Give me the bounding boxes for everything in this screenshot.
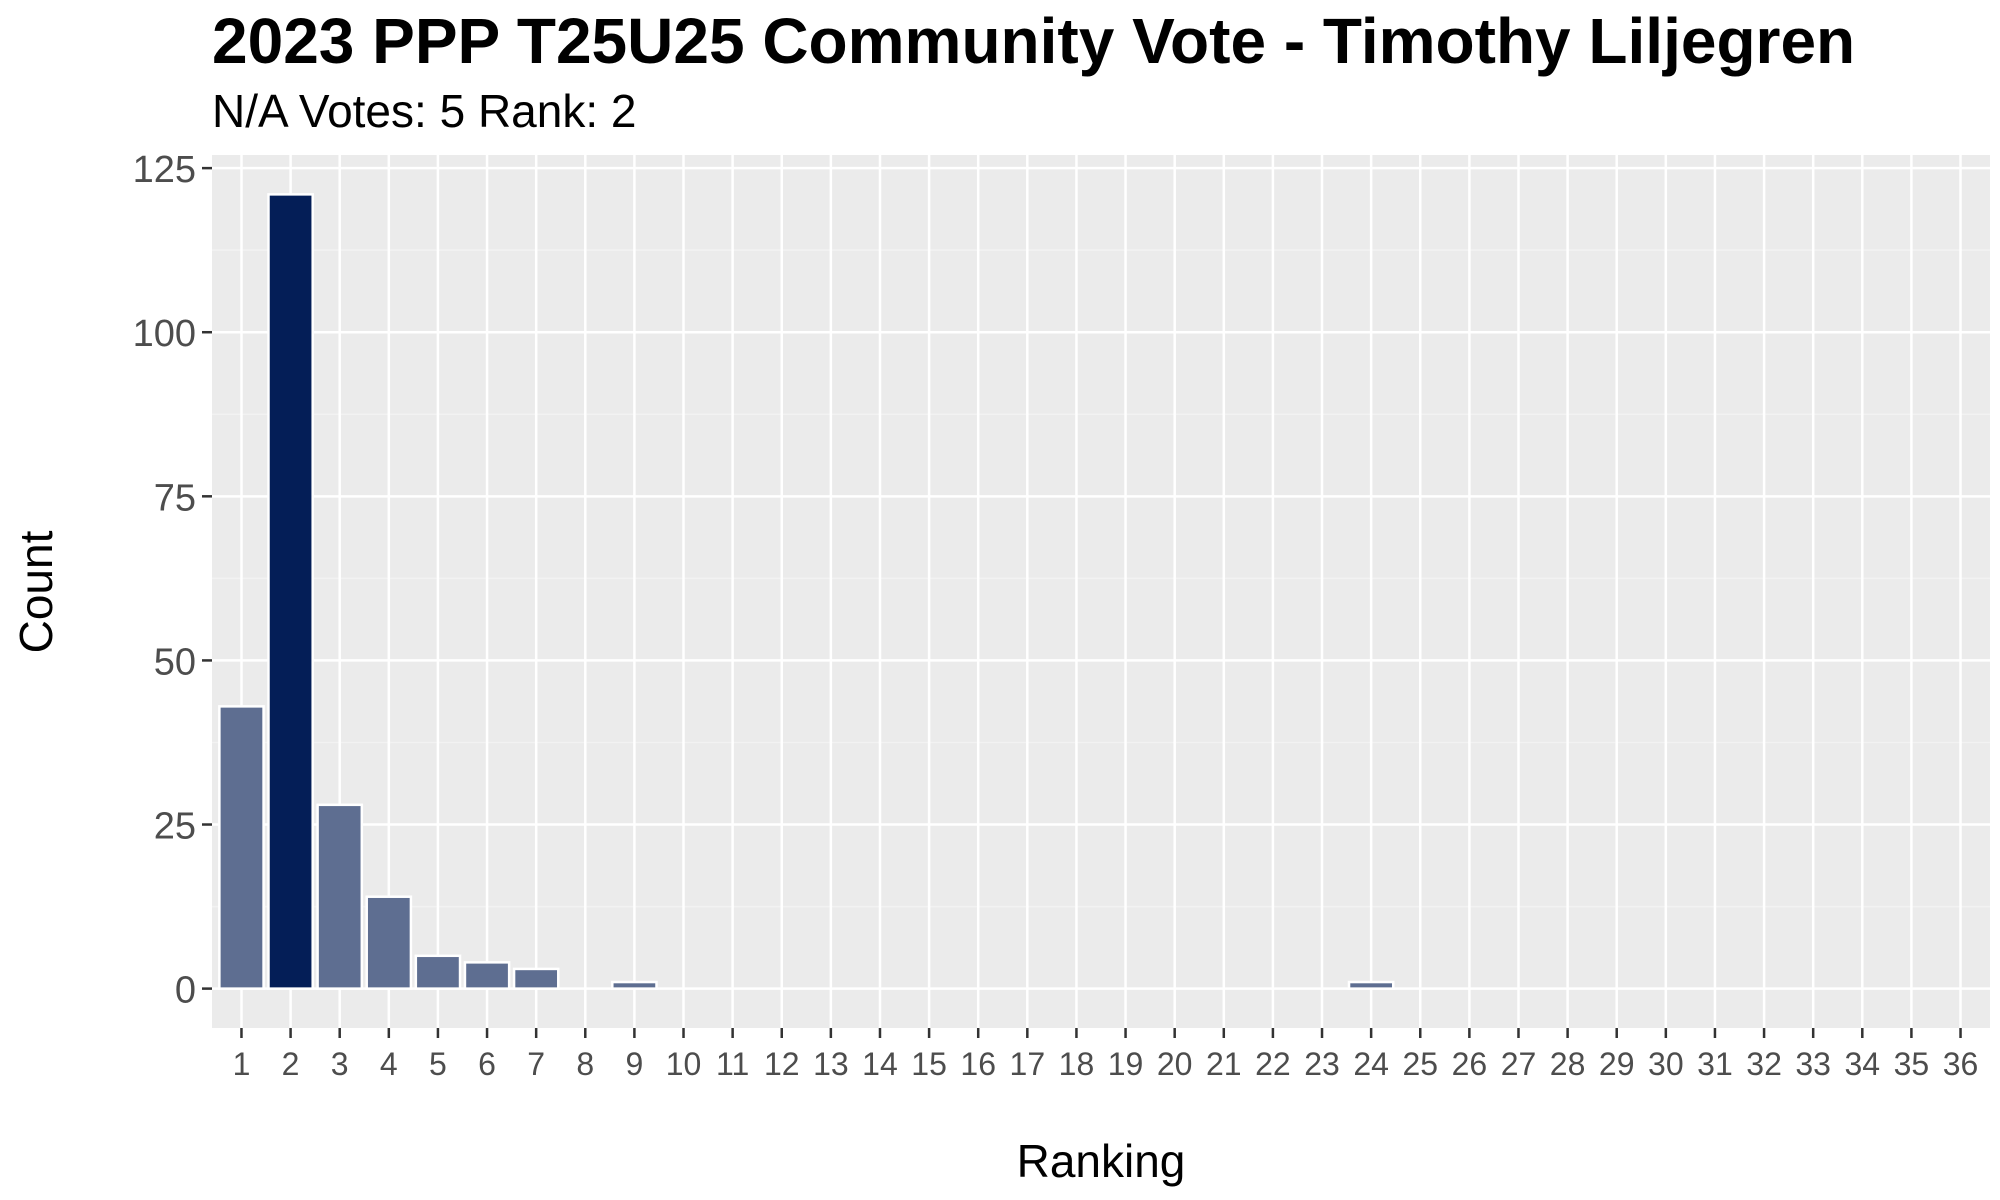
x-tick-label: 5 xyxy=(429,1046,447,1082)
x-tick-label: 25 xyxy=(1402,1046,1438,1082)
x-tick-label: 26 xyxy=(1452,1046,1488,1082)
y-tick-label: 50 xyxy=(154,641,196,683)
y-axis-label: Count xyxy=(10,530,62,653)
x-tick-label: 10 xyxy=(666,1046,702,1082)
x-tick-label: 23 xyxy=(1304,1046,1340,1082)
x-tick-label: 19 xyxy=(1108,1046,1144,1082)
bar-24 xyxy=(1347,980,1395,990)
plot-panel xyxy=(212,155,1990,1028)
bar-2 xyxy=(267,193,314,990)
bar-5 xyxy=(414,954,462,990)
x-tick-label: 36 xyxy=(1943,1046,1979,1082)
x-tick-label: 1 xyxy=(233,1046,251,1082)
x-tick-label: 16 xyxy=(960,1046,996,1082)
x-tick-label: 33 xyxy=(1795,1046,1831,1082)
x-tick-label: 30 xyxy=(1648,1046,1684,1082)
x-tick-label: 13 xyxy=(813,1046,849,1082)
x-tick-label: 35 xyxy=(1894,1046,1930,1082)
y-tick-label: 125 xyxy=(133,149,196,191)
y-tick-label: 75 xyxy=(154,477,196,519)
x-tick-label: 3 xyxy=(331,1046,349,1082)
x-tick-label: 8 xyxy=(576,1046,594,1082)
x-tick-label: 17 xyxy=(1010,1046,1046,1082)
x-tick-label: 15 xyxy=(911,1046,947,1082)
bar-9 xyxy=(611,980,658,990)
x-tick-label: 28 xyxy=(1550,1046,1586,1082)
x-tick-label: 20 xyxy=(1157,1046,1193,1082)
x-tick-label: 7 xyxy=(527,1046,545,1082)
x-tick-label: 32 xyxy=(1746,1046,1782,1082)
chart-title: 2023 PPP T25U25 Community Vote - Timothy… xyxy=(212,5,1856,77)
x-tick-label: 11 xyxy=(716,1046,749,1082)
x-tick-label: 34 xyxy=(1845,1046,1881,1082)
bar-4 xyxy=(365,895,413,990)
x-tick-label: 22 xyxy=(1255,1046,1291,1082)
bar-7 xyxy=(512,967,560,990)
x-tick-label: 31 xyxy=(1697,1046,1733,1082)
x-tick-label: 14 xyxy=(862,1046,898,1082)
x-tick-label: 12 xyxy=(764,1046,800,1082)
y-tick-label: 25 xyxy=(154,806,196,848)
x-tick-label: 9 xyxy=(625,1046,643,1082)
bar-3 xyxy=(316,803,364,990)
y-tick-label: 100 xyxy=(133,313,196,355)
x-tick-label: 21 xyxy=(1206,1046,1242,1082)
x-tick-label: 18 xyxy=(1059,1046,1095,1082)
chart-subtitle: N/A Votes: 5 Rank: 2 xyxy=(212,85,637,137)
y-tick-label: 0 xyxy=(175,970,196,1012)
bar-6 xyxy=(463,961,511,990)
x-tick-label: 27 xyxy=(1501,1046,1537,1082)
bars xyxy=(218,193,1395,990)
x-tick-label: 29 xyxy=(1599,1046,1635,1082)
x-tick-label: 24 xyxy=(1353,1046,1389,1082)
y-axis: 0 25 50 75 100 125 xyxy=(133,149,212,1012)
x-axis: 1 2 3 4 5 6 7 8 9 10 11 12 13 14 15 16 17 18 19 20 21 22 23 24 2… xyxy=(233,1028,1979,1082)
bar-1 xyxy=(218,705,265,990)
x-tick-label: 6 xyxy=(478,1046,496,1082)
x-axis-label: Ranking xyxy=(1017,1135,1186,1187)
x-tick-label: 2 xyxy=(282,1046,300,1082)
x-tick-label: 4 xyxy=(380,1046,398,1082)
